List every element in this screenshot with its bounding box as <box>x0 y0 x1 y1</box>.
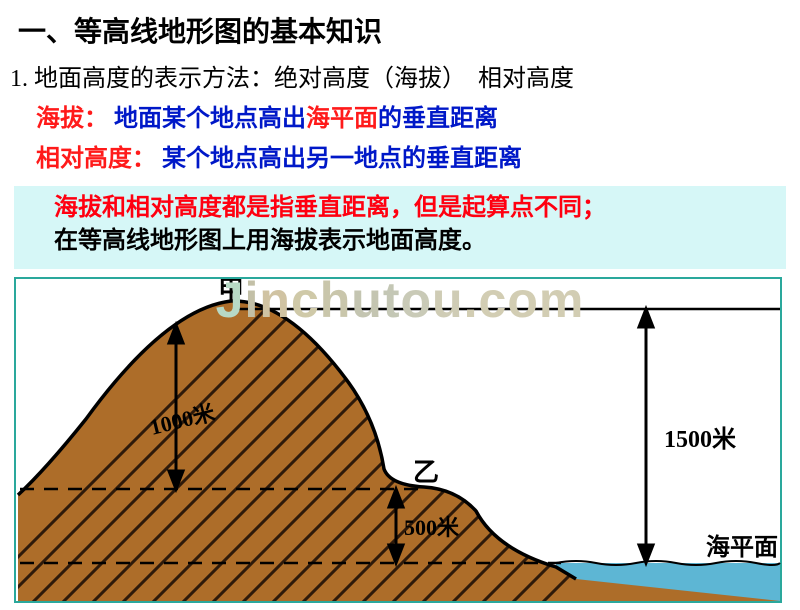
section-subheading: 1. 地面高度的表示方法：绝对高度（海拔） 相对高度 <box>0 54 800 101</box>
label-peak: 甲 <box>218 279 244 305</box>
def-text-a: 地面某个地点高出 <box>114 106 306 132</box>
label-sea: 海平面 <box>706 533 778 561</box>
definition-relative: 相对高度： 某个地点高出另一地点的垂直距离 <box>0 141 800 181</box>
note-box: 海拔和相对高度都是指垂直距离，但是起算点不同； 在等高线地形图上用海拔表示地面高… <box>14 186 786 269</box>
diagram-svg: 甲 乙 海平面 1000米 500米 1500米 <box>16 279 784 605</box>
arrow-1500m <box>639 309 653 563</box>
term-relative: 相对高度： <box>36 146 156 172</box>
def2-text: 某个地点高出另一地点的垂直距离 <box>162 146 522 172</box>
term-elevation: 海拔： <box>36 106 108 132</box>
label-hill: 乙 <box>413 458 439 487</box>
value-1500m: 1500米 <box>664 426 736 453</box>
value-500m: 500米 <box>404 515 460 540</box>
terrain-diagram: 甲 乙 海平面 1000米 500米 1500米 <box>14 277 782 603</box>
note-line-1: 海拔和相对高度都是指垂直距离，但是起算点不同； <box>54 192 772 226</box>
def-highlight: 海平面 <box>306 106 378 132</box>
note-line-2: 在等高线地形图上用海拔表示地面高度。 <box>54 225 772 259</box>
section-heading: 一、等高线地形图的基本知识 <box>0 0 800 54</box>
def-text-b: 的垂直距离 <box>378 106 498 132</box>
definition-elevation: 海拔： 地面某个地点高出海平面的垂直距离 <box>0 101 800 141</box>
